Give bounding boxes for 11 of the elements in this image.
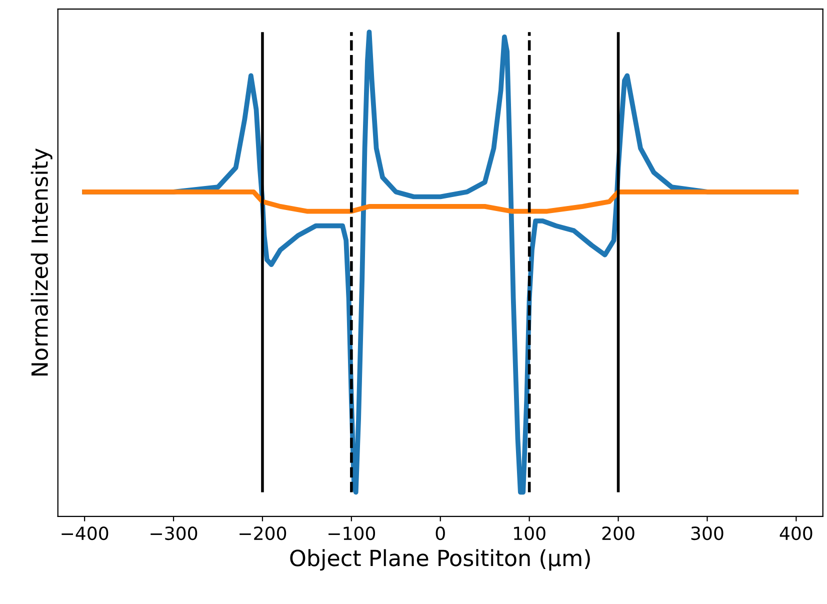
x-tick-label: −300 bbox=[150, 526, 198, 540]
x-tick-label: 100 bbox=[514, 526, 546, 540]
x-tick-label: 300 bbox=[691, 526, 724, 540]
x-tick-label: 0 bbox=[436, 526, 445, 540]
x-axis-title: Object Plane Posititon (μm) bbox=[290, 549, 590, 571]
x-tick-label: −200 bbox=[240, 526, 286, 540]
x-tick-label: 200 bbox=[602, 526, 634, 540]
x-tick-label: −100 bbox=[328, 526, 376, 540]
x-tick-label: 400 bbox=[780, 526, 812, 540]
y-axis-title: Normalized Intensity bbox=[30, 148, 52, 376]
x-tick-label: −400 bbox=[62, 526, 108, 540]
